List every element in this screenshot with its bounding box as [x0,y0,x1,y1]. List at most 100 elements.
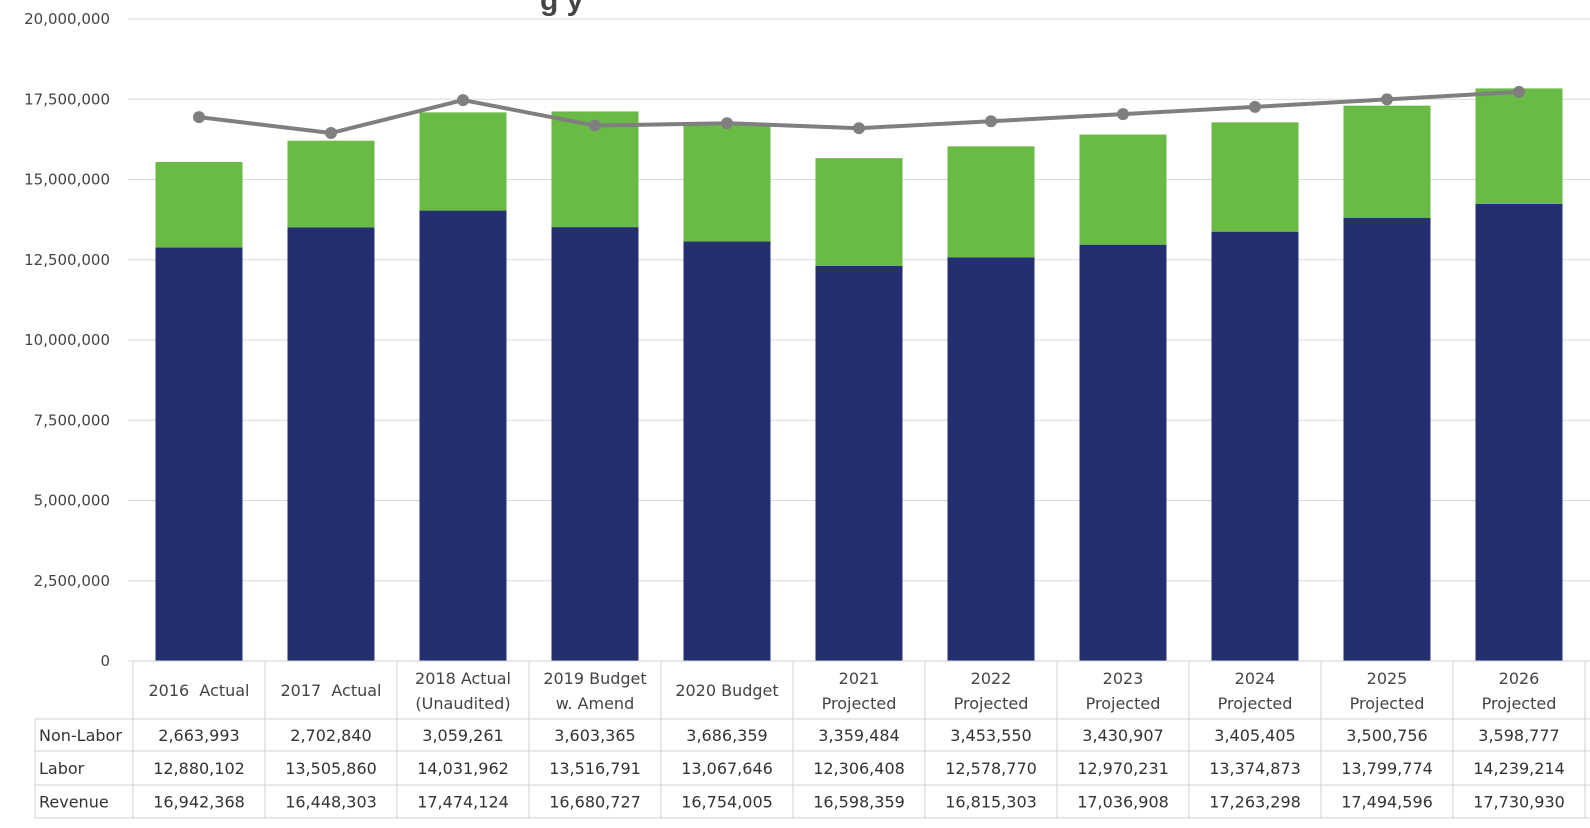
table-cell: 12,578,770 [945,759,1037,778]
category-label: Projected [822,694,897,713]
category-label: Projected [954,694,1029,713]
table-cell: 13,505,860 [285,759,377,778]
category-label: 2018 Actual [415,669,511,688]
revenue-point [985,115,997,128]
category-label: 2024 [1235,669,1276,688]
table-cell: 17,263,298 [1209,793,1301,812]
table-cell: 3,686,359 [686,726,767,745]
category-label: 2017 Actual [280,681,381,700]
table-cell: 2,663,993 [158,726,239,745]
category-label: Projected [1350,694,1425,713]
bar-non-labor [1475,88,1563,204]
bar-labor [815,265,903,661]
chart-title-fragment: g y [540,0,584,17]
bar-non-labor [1079,134,1167,245]
table-cell: 17,730,930 [1473,793,1565,812]
table-cell: 3,405,405 [1214,726,1295,745]
bar-labor [287,227,375,661]
y-tick-label: 0 [100,652,110,670]
table-cell: 16,598,359 [813,793,905,812]
category-label: 2025 [1367,669,1408,688]
category-label: 2019 Budget [543,669,646,688]
revenue-line [193,85,1525,140]
y-axis: 0 2,500,000 5,000,000 7,500,000 10,000,000 12… [24,10,110,670]
revenue-point [1249,100,1261,113]
table-cell: 16,754,005 [681,793,773,812]
category-label: w. Amend [556,694,634,713]
category-label: (Unaudited) [415,694,510,713]
table-cell: 12,970,231 [1077,759,1169,778]
stacked-bars [155,88,1563,662]
category-label: 2023 [1103,669,1144,688]
table-cell: 14,031,962 [417,759,509,778]
table-cell: 17,494,596 [1341,793,1433,812]
table-cell: 3,059,261 [422,726,503,745]
table-cell: 12,306,408 [813,759,905,778]
table-cell: 17,474,124 [417,793,509,812]
table-cell: 16,680,727 [549,793,641,812]
category-label: 2022 [971,669,1012,688]
y-tick-label: 2,500,000 [34,572,110,590]
bar-non-labor [287,140,375,228]
revenue-point [193,111,205,124]
table-cell: 3,603,365 [554,726,635,745]
bar-labor [1079,244,1167,661]
y-tick-label: 10,000,000 [24,331,110,349]
bar-non-labor [815,158,903,266]
bar-labor [683,241,771,661]
table-cell: 14,239,214 [1473,759,1565,778]
y-tick-label: 7,500,000 [34,411,110,429]
bar-labor [1343,218,1431,661]
table-cell: 13,516,791 [549,759,641,778]
bar-non-labor [155,162,243,248]
bar-non-labor [1343,105,1431,219]
revenue-point [853,122,865,135]
table-row-label: Non-Labor [39,726,122,745]
table-cell: 3,453,550 [950,726,1031,745]
bar-labor [1211,231,1299,662]
y-tick-label: 17,500,000 [24,90,110,108]
table-cell: 3,359,484 [818,726,899,745]
table-cell: 16,815,303 [945,793,1037,812]
table-cell: 3,430,907 [1082,726,1163,745]
bar-labor [419,210,507,661]
data-table: 2016 Actual 2017 Actual 2018 Actual (Unaudi… [34,660,1590,819]
table-cell: 13,374,873 [1209,759,1301,778]
table-cell: 13,799,774 [1341,759,1433,778]
revenue-point [457,94,469,107]
table-cell: 17,036,908 [1077,793,1169,812]
table-cell: 13,067,646 [681,759,773,778]
bar-labor [947,257,1035,661]
bar-non-labor [947,146,1035,258]
bar-labor [155,247,243,662]
category-label: Projected [1086,694,1161,713]
category-label: 2016 Actual [148,681,249,700]
revenue-point [1117,108,1129,121]
bar-labor [551,227,639,661]
bar-non-labor [683,123,771,242]
table-cell: 3,598,777 [1478,726,1559,745]
bar-non-labor [1211,122,1299,232]
category-label: 2026 [1499,669,1540,688]
bar-non-labor [419,112,507,211]
revenue-point [1513,85,1525,98]
revenue-point [1381,93,1393,106]
revenue-point [721,117,733,130]
table-row-label: Revenue [39,793,109,812]
category-label: 2020 Budget [675,681,778,700]
category-label: 2021 [839,669,880,688]
revenue-point [589,119,601,132]
revenue-point [325,127,337,140]
table-cell: 16,942,368 [153,793,245,812]
y-tick-label: 20,000,000 [24,10,110,28]
table-cell: 16,448,303 [285,793,377,812]
table-cell: 2,702,840 [290,726,371,745]
category-label: Projected [1218,694,1293,713]
table-row-label: Labor [39,759,85,778]
y-tick-label: 15,000,000 [24,171,110,189]
table-cell: 12,880,102 [153,759,245,778]
y-tick-label: 12,500,000 [24,251,110,269]
y-tick-label: 5,000,000 [34,492,110,510]
table-cell: 3,500,756 [1346,726,1427,745]
